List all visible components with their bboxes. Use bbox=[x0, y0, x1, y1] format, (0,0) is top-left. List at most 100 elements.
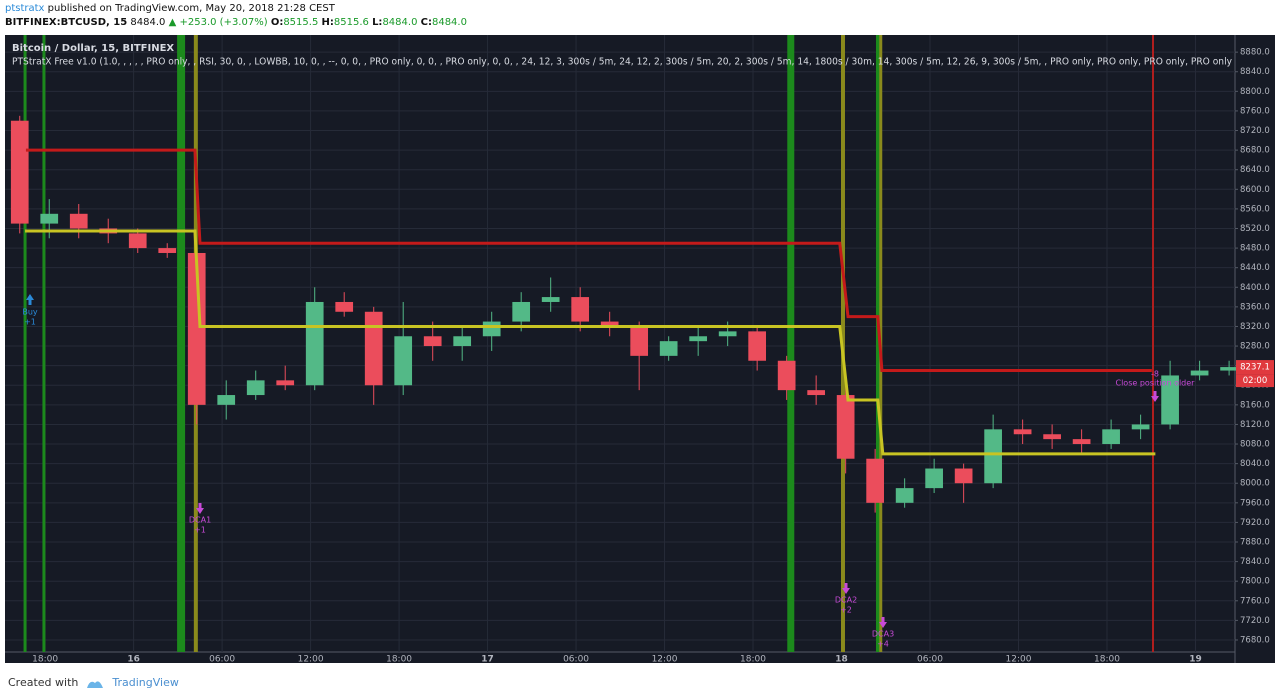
indicator-params: PTStratX Free v1.0 (1.0, , , , , PRO onl… bbox=[12, 57, 1232, 68]
annotation-text: Close position older bbox=[1116, 379, 1196, 388]
price-tag-label: 8237.1 bbox=[1240, 363, 1270, 373]
annotation-text: DCA1 bbox=[189, 516, 211, 525]
annotation-detail: +4 bbox=[877, 640, 889, 649]
marks bbox=[10, 35, 1238, 652]
y-tick-label: 8320.0 bbox=[1240, 322, 1270, 332]
overlay-line bbox=[25, 148, 1152, 373]
footer-text: Created with bbox=[8, 676, 79, 689]
chart-title: Bitcoin / Dollar, 15, BITFINEX bbox=[12, 43, 174, 54]
candle-body bbox=[453, 336, 472, 347]
candle-body bbox=[689, 336, 708, 342]
candle-body bbox=[925, 468, 943, 489]
annotation-arrow bbox=[1151, 391, 1159, 402]
candle-body bbox=[423, 336, 442, 347]
annotation-arrow bbox=[26, 294, 34, 305]
candle-body bbox=[807, 390, 825, 396]
y-tick-label: 8040.0 bbox=[1240, 459, 1270, 469]
ohlc-key: O: bbox=[270, 17, 284, 28]
price-tag bbox=[1236, 360, 1274, 375]
candle-body bbox=[541, 297, 560, 302]
candle-body bbox=[187, 252, 206, 405]
candle-body bbox=[866, 458, 884, 503]
annotation-text: Buy bbox=[22, 308, 38, 317]
x-tick-label: 06:00 bbox=[209, 655, 235, 665]
user-link[interactable]: ptstratx bbox=[5, 3, 45, 14]
ohlc-value: 8515.6 bbox=[333, 17, 369, 28]
y-tick-label: 7960.0 bbox=[1240, 498, 1270, 508]
y-tick-label: 8840.0 bbox=[1240, 67, 1270, 77]
candle-body bbox=[600, 321, 619, 327]
x-tick-label: 12:00 bbox=[652, 655, 678, 665]
y-tick-label: 7920.0 bbox=[1240, 518, 1270, 528]
y-tick-label: 8640.0 bbox=[1240, 165, 1270, 175]
candle-body bbox=[1072, 439, 1091, 445]
brand[interactable]: TradingView bbox=[112, 676, 179, 689]
ohlc-value: 8515.5 bbox=[283, 17, 319, 28]
y-tick-label: 8440.0 bbox=[1240, 263, 1270, 273]
x-tick-label: 06:00 bbox=[917, 655, 943, 665]
candle-body bbox=[571, 297, 590, 322]
annotation-arrow bbox=[842, 583, 850, 594]
y-tick-label: 8000.0 bbox=[1240, 479, 1270, 489]
candle-body bbox=[1043, 434, 1061, 440]
y-tick-label: 8080.0 bbox=[1240, 440, 1270, 450]
x-tick-label: 18 bbox=[835, 655, 848, 665]
annotation-text: DCA2 bbox=[835, 596, 857, 605]
y-tick-label: 8480.0 bbox=[1240, 244, 1270, 254]
y-tick-label: 8680.0 bbox=[1240, 146, 1270, 156]
y-tick-label: 8360.0 bbox=[1240, 302, 1270, 312]
x-tick-label: 18:00 bbox=[32, 655, 58, 665]
candle-body bbox=[305, 301, 324, 386]
y-tick-label: 8120.0 bbox=[1240, 420, 1270, 430]
annotation-detail: +1 bbox=[24, 318, 36, 327]
overlay-line bbox=[25, 229, 1156, 456]
price: 8484.0 bbox=[130, 17, 166, 28]
publish-line: ptstratx published on TradingView.com, M… bbox=[5, 2, 467, 16]
y-tick-label: 8600.0 bbox=[1240, 185, 1270, 195]
y-tick-label: 8800.0 bbox=[1240, 87, 1270, 97]
y-tick-label: 7840.0 bbox=[1240, 557, 1270, 567]
candle-body bbox=[40, 213, 59, 224]
candle-body bbox=[1161, 375, 1179, 425]
logo bbox=[87, 680, 104, 688]
x-tick-label: 12:00 bbox=[1006, 655, 1032, 665]
candle-body bbox=[718, 331, 737, 337]
x-tick-label: 12:00 bbox=[298, 655, 324, 665]
candle-body bbox=[1013, 429, 1032, 435]
labels: Bitcoin / Dollar, 15, BITFINEX PTStratX … bbox=[12, 43, 1274, 665]
candle-body bbox=[10, 120, 29, 224]
annotation-arrow bbox=[879, 617, 887, 628]
ohlc-value: 8484.0 bbox=[431, 17, 467, 28]
candle-body bbox=[276, 380, 295, 386]
candle-body bbox=[630, 326, 649, 356]
x-tick-label: 17 bbox=[481, 655, 494, 665]
y-tick-label: 8760.0 bbox=[1240, 106, 1270, 116]
annotation-detail: -8 bbox=[1151, 370, 1159, 379]
chart: Bitcoin / Dollar, 15, BITFINEX PTStratX … bbox=[5, 35, 1275, 665]
x-tick-label: 06:00 bbox=[563, 655, 589, 665]
header: ptstratx published on TradingView.com, M… bbox=[5, 2, 467, 30]
quote-line: BITFINEX:BTCUSD, 15 8484.0 ▲ +253.0 (+3.… bbox=[5, 16, 467, 30]
candle-body bbox=[217, 395, 236, 405]
candle-body bbox=[246, 380, 265, 396]
annotation-text: DCA3 bbox=[872, 630, 894, 639]
ohlc-value: 8484.0 bbox=[382, 17, 418, 28]
change: ▲ +253.0 (+3.07%) bbox=[168, 17, 268, 28]
candle-body bbox=[1190, 370, 1209, 376]
y-tick-label: 8520.0 bbox=[1240, 224, 1270, 234]
candle-body bbox=[1131, 424, 1150, 430]
y-tick-label: 8280.0 bbox=[1240, 342, 1270, 352]
symbol: BITFINEX:BTCUSD, 15 bbox=[5, 17, 128, 28]
candle-body bbox=[895, 488, 914, 503]
annotation-detail: +2 bbox=[840, 606, 852, 615]
ohlc-key: C: bbox=[420, 17, 432, 28]
candle-body bbox=[659, 341, 678, 356]
candle-body bbox=[128, 233, 147, 249]
candle-body bbox=[482, 321, 501, 337]
x-tick-label: 18:00 bbox=[1094, 655, 1120, 665]
annotation-detail: +1 bbox=[194, 526, 206, 535]
candle-body bbox=[984, 429, 1002, 484]
countdown-label: 02:00 bbox=[1243, 376, 1268, 386]
y-tick-label: 8400.0 bbox=[1240, 283, 1270, 293]
